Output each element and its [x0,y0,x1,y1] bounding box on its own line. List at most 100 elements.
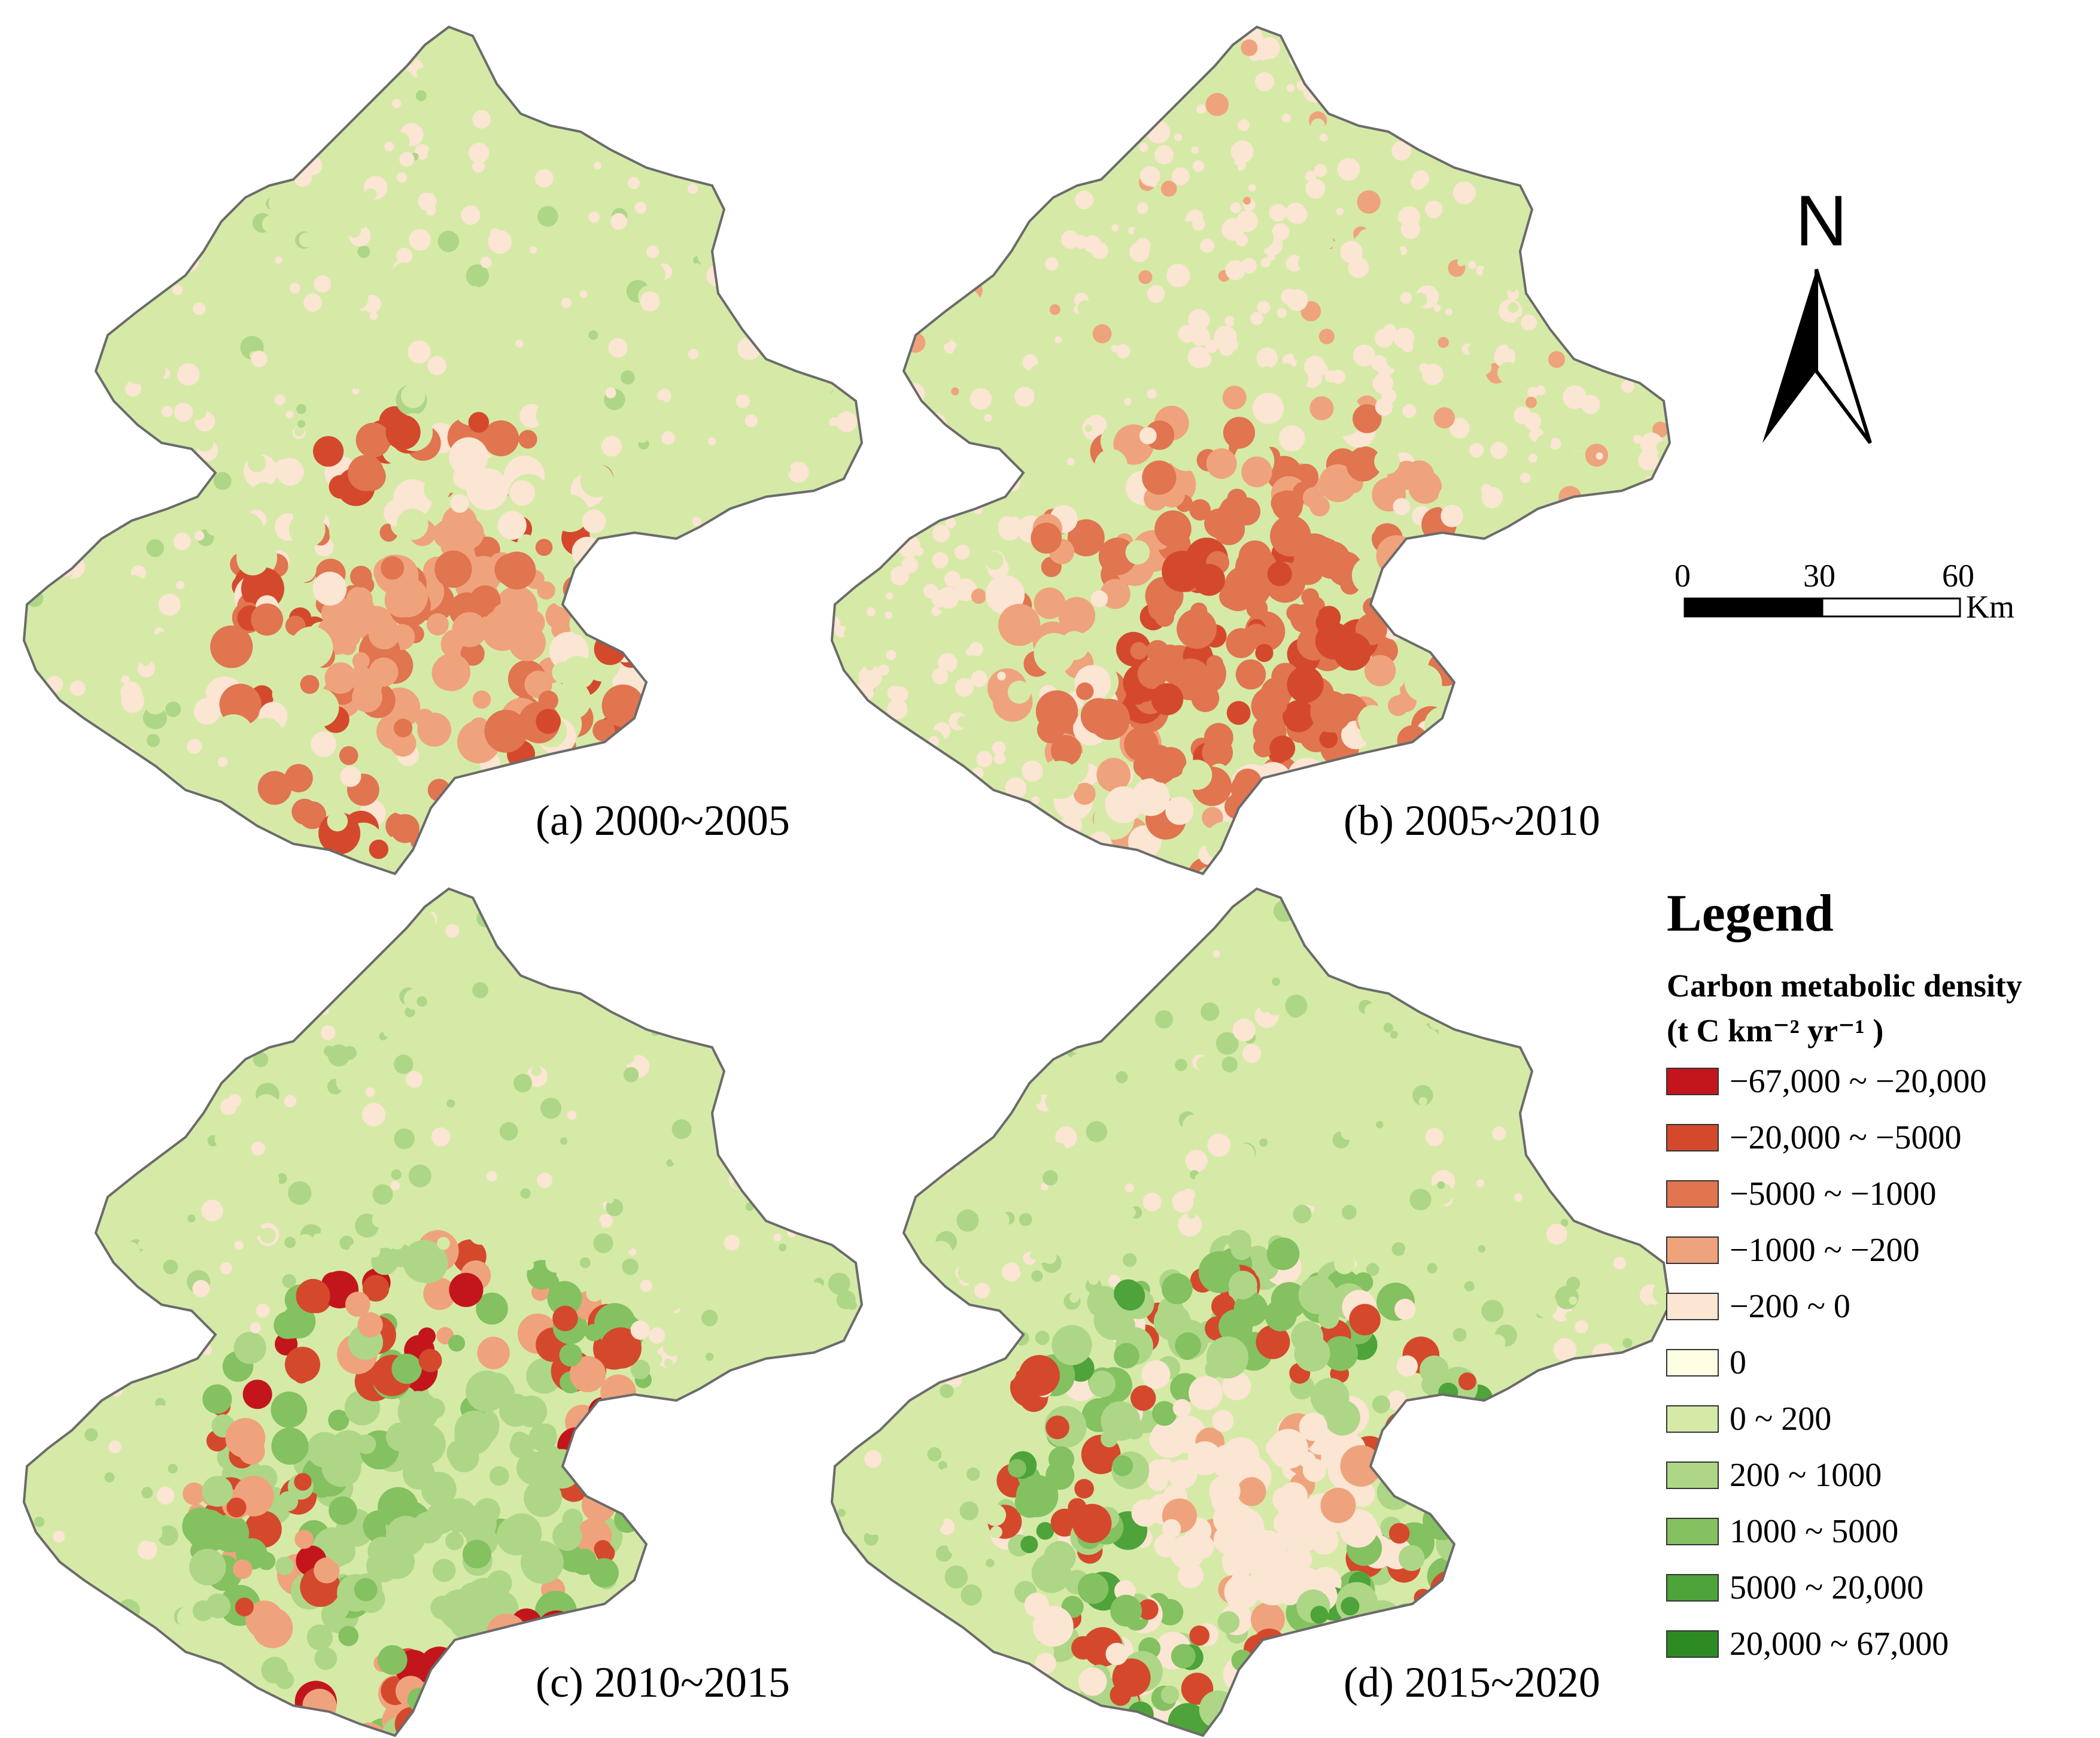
raster-cell [205,1593,231,1619]
raster-cell [856,796,872,812]
raster-cell [1311,118,1325,133]
raster-cell [616,75,624,83]
raster-cell [724,1407,733,1415]
raster-cell [38,528,47,538]
raster-cell [242,1380,272,1409]
raster-cell [1607,288,1618,299]
raster-cell [1308,765,1348,806]
raster-cell [146,1426,156,1436]
raster-cell [650,897,664,910]
raster-cell [30,856,51,874]
raster-cell [1285,254,1303,272]
raster-cell [1147,334,1166,354]
raster-cell [120,987,136,1004]
raster-cell [154,889,179,893]
raster-cell [469,1222,491,1245]
raster-cell [715,251,736,272]
raster-cell [1104,1119,1128,1144]
raster-cell [847,261,862,276]
raster-cell [1642,1667,1652,1678]
raster-cell [391,889,414,905]
raster-cell [1652,733,1669,749]
raster-cell [714,259,728,273]
raster-cell [570,889,590,896]
raster-cell [1369,889,1381,900]
raster-cell [740,154,749,163]
raster-cell [1435,868,1451,885]
raster-cell [779,1491,797,1509]
raster-cell [838,35,854,51]
raster-cell [504,1044,527,1066]
raster-cell [1508,750,1526,768]
raster-cell [914,1087,925,1098]
raster-cell [837,983,856,1002]
raster-cell [1540,172,1563,195]
raster-cell [126,864,150,874]
raster-cell [1524,1298,1531,1306]
raster-cell [312,572,347,606]
raster-cell [173,77,189,93]
raster-cell [1310,765,1329,784]
raster-cell [409,847,426,864]
raster-cell [812,69,823,81]
raster-cell [581,246,592,258]
raster-cell [732,1032,756,1056]
raster-cell [211,34,221,45]
raster-cell [1362,347,1374,358]
raster-cell [303,868,320,874]
raster-cell [233,889,246,896]
raster-cell [499,261,513,276]
raster-cell [57,173,80,196]
raster-cell [1485,750,1508,774]
raster-cell [72,1125,91,1144]
raster-cell [758,701,779,722]
raster-cell [352,682,382,713]
raster-cell [1357,190,1381,214]
raster-cell [764,1549,787,1573]
raster-cell [1654,952,1664,963]
raster-cell [125,122,137,134]
raster-cell [651,1353,662,1365]
raster-cell [1584,1568,1596,1581]
raster-cell [105,925,114,934]
raster-cell [1379,1441,1405,1466]
raster-cell [1504,609,1518,622]
raster-cell [262,976,285,999]
raster-cell [795,282,815,302]
raster-cell [327,51,352,75]
raster-cell [674,1210,688,1224]
raster-cell [276,1173,287,1184]
raster-cell [964,45,975,56]
raster-cell [146,539,165,557]
raster-cell [1478,361,1492,375]
raster-cell [75,1711,87,1723]
raster-cell [34,359,45,370]
raster-cell [711,411,724,424]
raster-cell [667,205,683,221]
raster-cell [737,870,749,874]
raster-cell [865,824,882,840]
raster-cell [1621,750,1630,760]
raster-cell [1032,1195,1046,1208]
raster-cell [709,1385,719,1394]
raster-cell [795,706,810,721]
raster-cell [149,914,158,923]
raster-cell [168,976,186,993]
raster-cell [1316,1022,1326,1032]
raster-cell [764,692,773,701]
raster-cell [853,1569,862,1583]
raster-cell [987,196,999,209]
raster-cell [901,159,924,182]
raster-cell [511,290,531,310]
raster-cell [567,1110,577,1120]
raster-cell [290,626,333,669]
raster-cell [1438,337,1449,348]
raster-cell [1620,695,1633,709]
raster-cell [885,370,907,392]
raster-cell [810,1490,825,1505]
raster-cell [362,31,374,43]
raster-cell [1074,782,1096,805]
raster-cell [1300,807,1341,847]
raster-cell [401,938,417,953]
raster-cell [1645,644,1665,664]
